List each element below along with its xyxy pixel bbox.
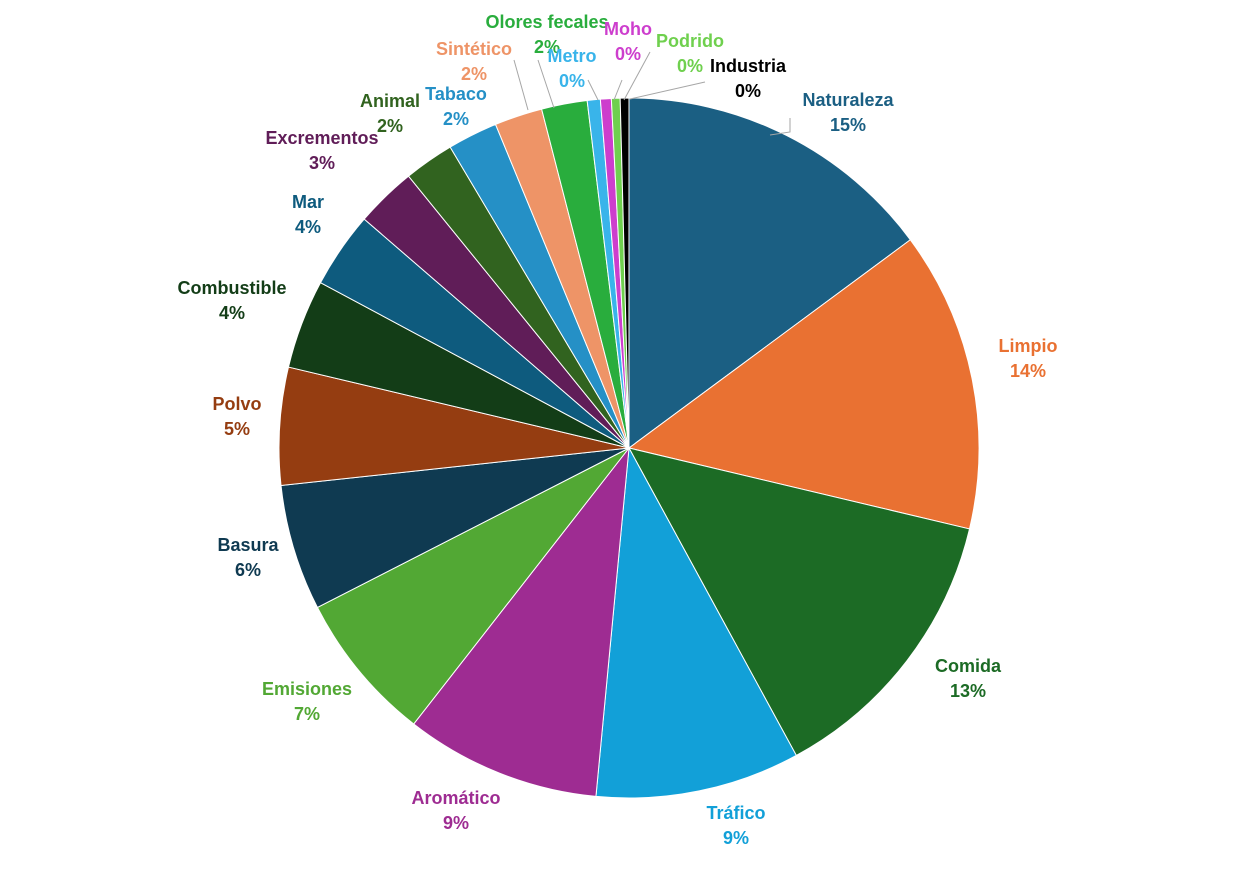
slice-basura: [280, 447, 630, 609]
label-animal: Animal 2%: [360, 91, 420, 136]
leader-naturaleza: [769, 118, 791, 136]
label-basura: Basura 6%: [217, 535, 279, 580]
label-percent-emisiones: 7%: [294, 704, 320, 724]
slice-aromatico: [413, 446, 630, 797]
label-limpio: Limpio 14%: [999, 336, 1058, 381]
leader-industria: [629, 81, 706, 100]
label-aromatico: Aromático 9%: [411, 788, 500, 833]
label-industria: Industria 0%: [710, 56, 787, 101]
pie-slices: [278, 97, 980, 799]
label-naturaleza: Naturaleza 15%: [802, 90, 894, 135]
label-trafico: Tráfico 9%: [706, 803, 765, 848]
label-name-emisiones: Emisiones: [262, 679, 352, 699]
label-name-podrido: Podrido: [656, 31, 724, 51]
label-percent-comida: 13%: [950, 681, 986, 701]
label-percent-naturaleza: 15%: [830, 115, 866, 135]
label-percent-aromatico: 9%: [443, 813, 469, 833]
label-percent-basura: 6%: [235, 560, 261, 580]
slice-naturaleza: [628, 97, 912, 449]
label-percent-limpio: 14%: [1010, 361, 1046, 381]
leader-olores-fecales: [537, 59, 555, 109]
leader-metro: [587, 79, 599, 101]
label-name-basura: Basura: [217, 535, 279, 555]
label-name-moho: Moho: [604, 19, 652, 39]
label-metro: Metro 0%: [548, 46, 597, 91]
label-percent-animal: 2%: [377, 116, 403, 136]
label-name-polvo: Polvo: [212, 394, 261, 414]
label-podrido: Podrido 0%: [656, 31, 724, 76]
label-percent-sintetico: 2%: [461, 64, 487, 84]
label-name-tabaco: Tabaco: [425, 84, 487, 104]
label-emisiones: Emisiones 7%: [262, 679, 352, 724]
label-name-animal: Animal: [360, 91, 420, 111]
label-name-metro: Metro: [548, 46, 597, 66]
label-percent-moho: 0%: [615, 44, 641, 64]
label-olores-fecales: Olores fecales 2%: [485, 12, 608, 57]
leader-moho: [613, 79, 623, 101]
label-percent-mar: 4%: [295, 217, 321, 237]
label-percent-industria: 0%: [735, 81, 761, 101]
label-percent-excrementos: 3%: [309, 153, 335, 173]
label-percent-trafico: 9%: [723, 828, 749, 848]
label-percent-tabaco: 2%: [443, 109, 469, 129]
label-percent-combustible: 4%: [219, 303, 245, 323]
label-name-naturaleza: Naturaleza: [802, 90, 894, 110]
slice-emisiones: [316, 447, 630, 725]
leader-lines: [513, 51, 791, 136]
slice-trafico: [595, 446, 797, 799]
label-name-sintetico: Sintético: [436, 39, 512, 59]
label-name-comida: Comida: [935, 656, 1002, 676]
label-name-industria: Industria: [710, 56, 787, 76]
label-name-mar: Mar: [292, 192, 324, 212]
label-percent-olores-fecales: 2%: [534, 37, 560, 57]
data-labels: Naturaleza 15% Limpio 14% Comida 13% Tráfico 9%…: [177, 12, 1057, 848]
label-mar: Mar 4%: [292, 192, 324, 237]
slice-limpio: [627, 239, 980, 530]
label-moho: Moho 0%: [604, 19, 652, 64]
label-combustible: Combustible 4%: [177, 278, 286, 323]
label-name-excrementos: Excrementos: [265, 128, 378, 148]
label-name-trafico: Tráfico: [706, 803, 765, 823]
slice-comida: [628, 447, 971, 757]
label-name-limpio: Limpio: [999, 336, 1058, 356]
label-sintetico: Sintético 2%: [436, 39, 512, 84]
label-percent-podrido: 0%: [677, 56, 703, 76]
label-name-combustible: Combustible: [177, 278, 286, 298]
leader-sintetico: [513, 59, 529, 111]
label-excrementos: Excrementos 3%: [265, 128, 378, 173]
label-name-olores-fecales: Olores fecales: [485, 12, 608, 32]
label-name-aromatico: Aromático: [411, 788, 500, 808]
label-percent-polvo: 5%: [224, 419, 250, 439]
label-polvo: Polvo 5%: [212, 394, 261, 439]
leader-podrido: [623, 51, 651, 101]
label-percent-metro: 0%: [559, 71, 585, 91]
label-comida: Comida 13%: [935, 656, 1002, 701]
label-tabaco: Tabaco 2%: [425, 84, 487, 129]
